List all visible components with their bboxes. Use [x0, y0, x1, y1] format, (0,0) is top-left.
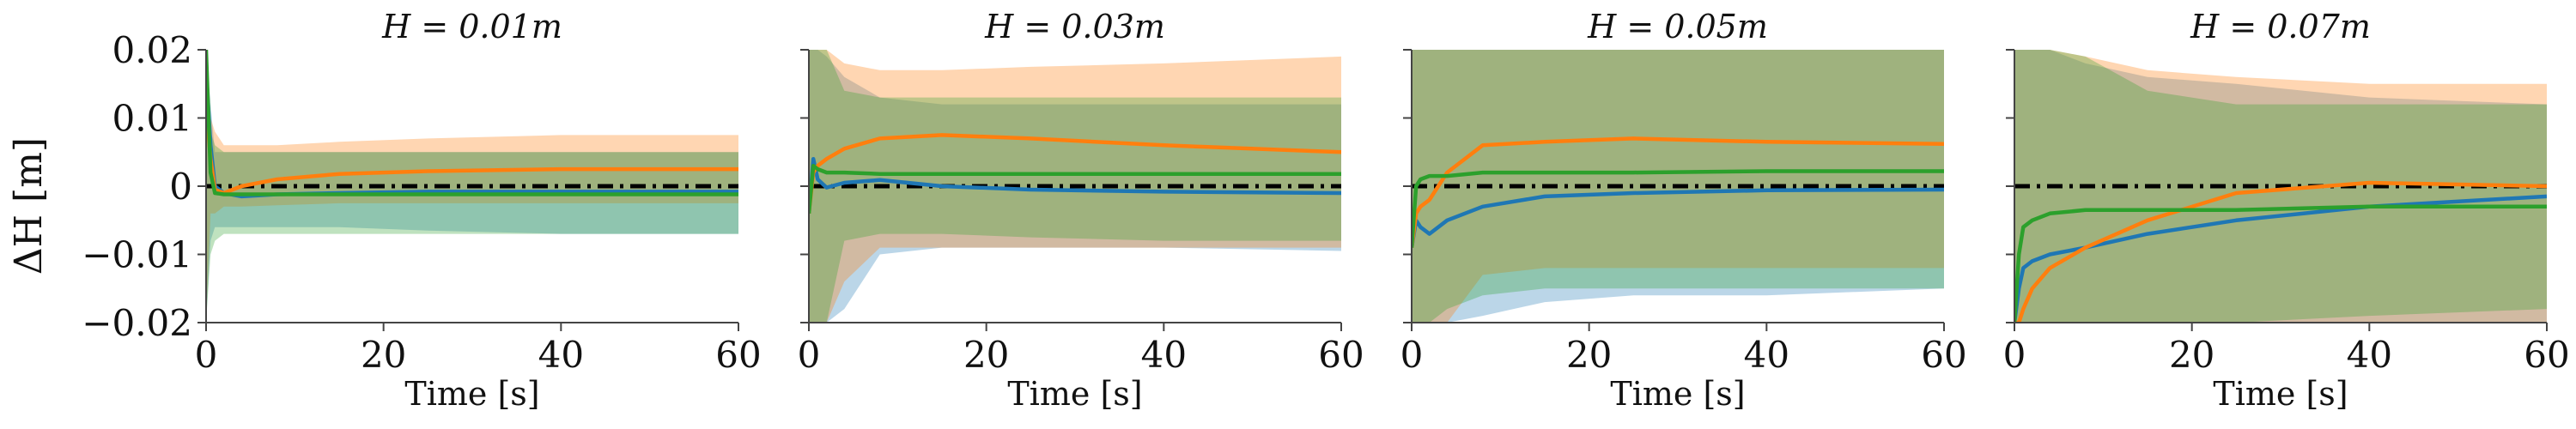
chart-title: H = 0.01m	[381, 8, 562, 45]
x-axis-label: Time [s]	[2213, 375, 2348, 413]
x-tick-label: 20	[963, 334, 1009, 376]
x-axis-label: Time [s]	[1007, 375, 1142, 413]
series-line-green	[2014, 204, 2547, 323]
x-axis-label: Time [s]	[404, 375, 539, 413]
x-tick-label: 0	[798, 334, 821, 376]
series-line-green	[1412, 169, 1944, 248]
x-tick-label: 40	[1744, 334, 1789, 376]
chart-panel-3: 0 20 40 60 Time [s] H = 0.05m	[1400, 8, 1967, 413]
x-tick-label: 20	[1566, 334, 1612, 376]
series-line-green	[809, 163, 1341, 214]
y-tick-label: −0.01	[82, 234, 192, 276]
x-tick-label: 0	[1400, 334, 1424, 376]
series-line-orange	[1412, 136, 1944, 248]
y-tick-label: 0.02	[112, 29, 192, 71]
x-tick-label: 40	[1141, 334, 1187, 376]
chart-title: H = 0.05m	[1587, 8, 1768, 45]
chart-panel-4: 0 20 40 60 Time [s] H = 0.07m	[2003, 8, 2570, 413]
series-line-blue	[2014, 194, 2547, 323]
x-tick-label: 20	[2169, 334, 2215, 376]
series-line-orange	[2014, 180, 2547, 323]
plot-area	[809, 50, 1341, 323]
x-tick-label: 0	[195, 334, 218, 376]
x-tick-label: 60	[1318, 334, 1364, 376]
y-tick-label: −0.02	[82, 302, 192, 344]
x-tick-label: 20	[361, 334, 406, 376]
plot-area	[2014, 50, 2547, 323]
chart-panel-2: 0 20 40 60 Time [s] H = 0.03m	[798, 8, 1364, 413]
x-axis-label: Time [s]	[1610, 375, 1745, 413]
plot-area	[1412, 50, 1944, 323]
plot-area	[206, 50, 738, 323]
series-line-blue	[1412, 187, 1944, 248]
x-tick-label: 40	[538, 334, 584, 376]
x-tick-label: 40	[2347, 334, 2392, 376]
x-tick-label: 60	[2524, 334, 2569, 376]
x-tick-label: 60	[1921, 334, 1966, 376]
y-tick-label: 0	[169, 166, 192, 208]
x-tick-label: 0	[2003, 334, 2026, 376]
series-line-green	[206, 50, 738, 196]
y-tick-label: 0.01	[112, 98, 192, 140]
chart-title: H = 0.07m	[2190, 8, 2371, 45]
x-tick-label: 60	[715, 334, 761, 376]
y-axis-label: ΔH [m]	[7, 137, 51, 275]
chart-title: H = 0.03m	[984, 8, 1165, 45]
